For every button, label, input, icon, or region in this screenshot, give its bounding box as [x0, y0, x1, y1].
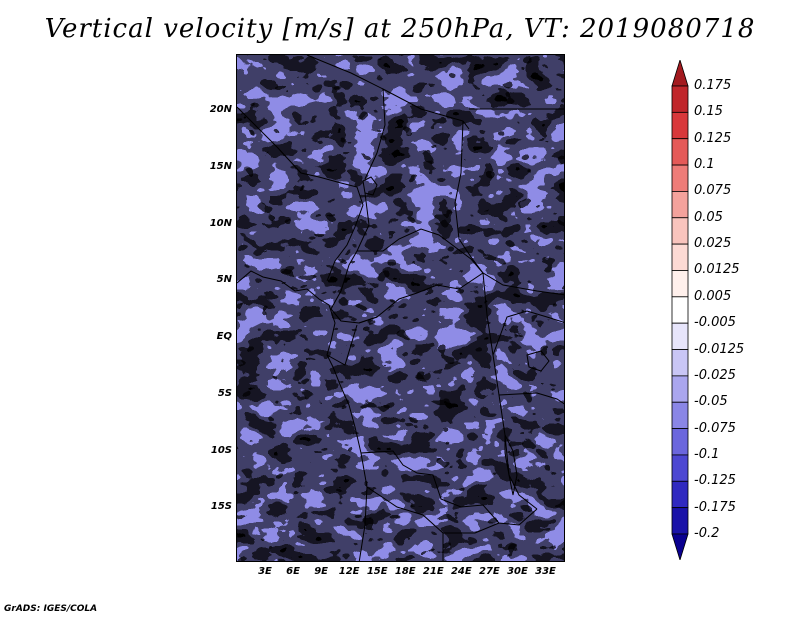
colorbar-swatch	[671, 138, 689, 166]
border-drc-south	[360, 450, 538, 526]
velocity-map	[236, 54, 565, 562]
colorbar	[671, 60, 689, 560]
lon-label-33e: 33E	[535, 566, 556, 577]
colorbar-top-arrow	[671, 60, 689, 87]
colorbar-label: 0.005	[694, 288, 732, 304]
border-car	[357, 228, 484, 274]
colorbar-swatch	[671, 480, 689, 509]
colorbar-label: -0.0125	[694, 341, 745, 357]
lon-label-24e: 24E	[450, 566, 472, 577]
border-angola	[366, 486, 444, 561]
colorbar-swatch	[671, 243, 689, 271]
lon-label-3e: 3E	[258, 566, 272, 577]
border-car-south	[358, 272, 564, 324]
lon-label-27e: 27E	[479, 566, 500, 577]
lat-label-10n: 10N	[209, 217, 232, 229]
lat-label-5s: 5S	[217, 387, 232, 399]
colorbar-label: 0.075	[694, 183, 732, 199]
colorbar-swatch	[671, 111, 689, 140]
border-sudan-west	[237, 106, 278, 148]
border-cameroon	[330, 192, 378, 324]
lon-label-30e: 30E	[507, 566, 528, 577]
chart-title: Vertical velocity [m/s] at 250hPa, VT: 2…	[44, 14, 756, 44]
lat-label-15s: 15S	[210, 501, 232, 513]
colorbar-label: -0.2	[694, 526, 720, 541]
colorbar-swatch	[671, 454, 689, 482]
colorbar-swatch	[671, 296, 689, 324]
border-uganda	[492, 310, 564, 356]
colorbar-swatch	[671, 428, 689, 456]
colorbar-label: -0.005	[694, 315, 736, 331]
colorbar-label: -0.1	[694, 446, 720, 462]
colorbar-swatch	[671, 191, 689, 219]
lat-label-eq: EQ	[216, 331, 232, 342]
border-nigeria	[276, 146, 364, 282]
lake-chad	[362, 176, 378, 196]
colorbar-swatch	[671, 270, 689, 298]
border-tanzania	[498, 392, 564, 405]
colorbar-swatch	[671, 322, 689, 350]
colorbar-swatch	[671, 164, 689, 192]
lat-label-15n: 15N	[209, 160, 232, 172]
colorbar-label: 0.05	[694, 209, 723, 225]
grads-credit: GrADS: IGES/COLA	[4, 604, 98, 614]
colorbar-label: -0.075	[694, 420, 736, 436]
border-niger-libya	[306, 55, 470, 130]
colorbar-swatch	[671, 507, 689, 535]
lon-label-12e: 12E	[338, 566, 360, 577]
colorbar-label: 0.0125	[694, 262, 740, 278]
lat-label-20n: 20N	[209, 104, 232, 115]
border-zambia	[443, 522, 500, 534]
colorbar-label: -0.05	[694, 394, 728, 410]
field-neutral	[237, 55, 564, 561]
lake-tanganyika	[504, 434, 518, 496]
lon-label-21e: 21E	[422, 566, 444, 577]
colorbar-swatch	[671, 375, 689, 403]
lon-label-6e: 6E	[286, 566, 300, 577]
colorbar-swatch	[671, 85, 689, 113]
colorbar-label: 0.15	[694, 104, 723, 120]
border-congo	[326, 324, 358, 366]
lake-victoria	[526, 350, 550, 372]
border-chad-east	[364, 88, 386, 180]
colorbar-swatch	[671, 349, 689, 377]
colorbar-label: -0.025	[694, 367, 736, 383]
border-chad-sudan	[454, 120, 484, 274]
colorbar-label: 0.175	[694, 78, 732, 93]
colorbar-bottom-arrow	[671, 533, 689, 560]
colorbar-label: 0.1	[694, 157, 715, 173]
colorbar-label: 0.025	[694, 236, 732, 252]
lon-label-18e: 18E	[394, 566, 416, 577]
country-borders	[237, 55, 564, 561]
colorbar-label: -0.175	[694, 499, 736, 515]
colorbar-swatch	[671, 401, 689, 429]
colorbar-label: 0.125	[694, 130, 732, 146]
lat-label-10s: 10S	[210, 444, 232, 456]
colorbar-label: -0.125	[694, 473, 736, 489]
lat-label-5n: 5N	[216, 274, 232, 286]
colorbar-swatch	[671, 217, 689, 245]
lon-label-9e: 9E	[314, 566, 328, 577]
lon-label-15e: 15E	[366, 566, 388, 577]
border-drc-east	[482, 272, 538, 510]
